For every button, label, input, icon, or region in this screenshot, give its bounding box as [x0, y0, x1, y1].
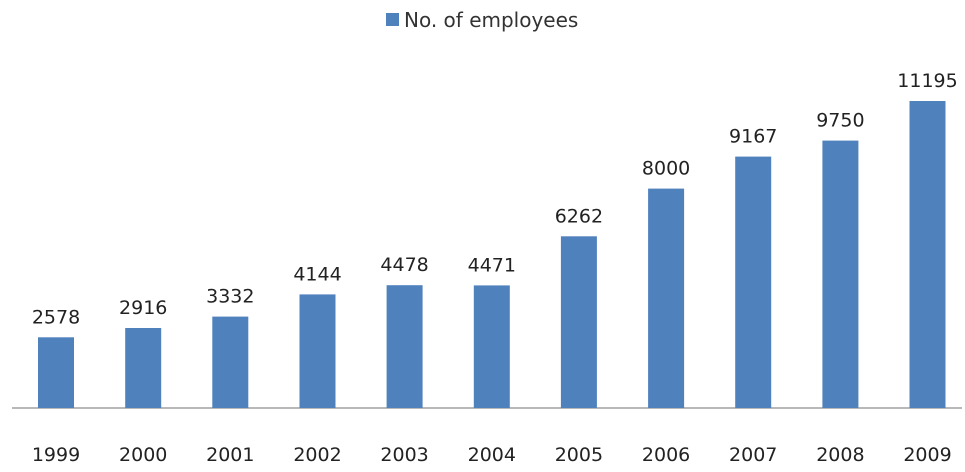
bar-2003: [386, 285, 423, 408]
bar-1999: [38, 337, 74, 408]
bar-2005: [560, 236, 597, 408]
x-tick-label-2003: 2003: [380, 444, 428, 466]
bars-group: [38, 101, 946, 408]
value-label-2002: 4144: [293, 263, 341, 285]
x-tick-label-2007: 2007: [729, 444, 777, 466]
value-labels-group: 2578 2916 3332 4144 4478 4471 6262 8000 9167 9750…: [32, 70, 958, 328]
x-tick-label-2008: 2008: [816, 444, 864, 466]
x-tick-label-1999: 1999: [32, 444, 80, 466]
legend: No. of employees: [386, 8, 578, 32]
value-label-2009: 11195: [897, 70, 957, 92]
bar-2000: [125, 328, 162, 408]
value-label-2008: 9750: [816, 110, 864, 132]
x-tick-label-2009: 2009: [903, 444, 951, 466]
x-tick-label-2004: 2004: [468, 444, 516, 466]
value-label-2005: 6262: [555, 205, 603, 227]
x-tick-label-2006: 2006: [642, 444, 690, 466]
bar-2001: [212, 316, 249, 408]
x-tick-label-2002: 2002: [293, 444, 341, 466]
x-tick-labels-group: 1999 2000 2001 2002 2003 2004 2005 2006 2007 2008…: [32, 444, 952, 466]
bar-2002: [299, 294, 336, 408]
bar-2009: [909, 101, 946, 408]
value-label-2006: 8000: [642, 158, 690, 180]
value-label-2004: 4471: [468, 254, 516, 276]
value-label-2001: 3332: [206, 286, 254, 308]
x-tick-label-2005: 2005: [555, 444, 603, 466]
x-tick-label-2001: 2001: [206, 444, 254, 466]
bar-2006: [648, 188, 685, 408]
value-label-1999: 2578: [32, 306, 80, 328]
bar-2004: [473, 285, 510, 408]
value-label-2000: 2916: [119, 297, 167, 319]
bar-2008: [822, 140, 859, 408]
bar-2007: [735, 156, 772, 408]
x-tick-label-2000: 2000: [119, 444, 167, 466]
value-label-2007: 9167: [729, 126, 777, 148]
legend-swatch: [386, 13, 399, 26]
value-label-2003: 4478: [380, 254, 428, 276]
legend-label: No. of employees: [404, 8, 578, 32]
